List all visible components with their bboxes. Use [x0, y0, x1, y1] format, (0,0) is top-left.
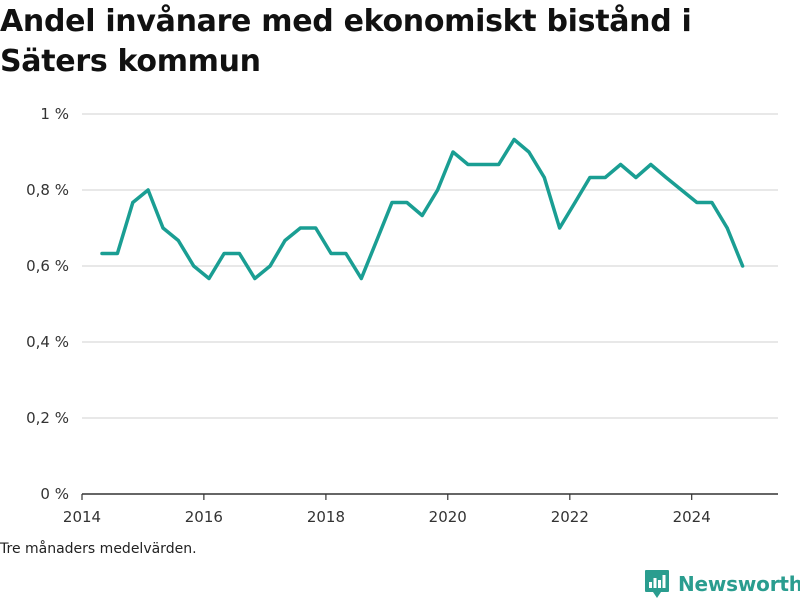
- footnote: Tre månaders medelvärden.: [0, 541, 197, 557]
- data-point: [466, 163, 470, 167]
- y-axis: 0 % 0,2 % 0,4 % 0,6 % 0,8 % 1 %: [26, 105, 69, 503]
- y-tick-label: 0,8 %: [26, 181, 69, 199]
- brand-name: Newsworthy: [678, 572, 800, 596]
- data-point: [375, 239, 379, 243]
- data-point: [176, 239, 180, 243]
- chart-title: Andel invånare med ekonomiskt bistånd i …: [0, 4, 692, 79]
- data-point: [283, 239, 287, 243]
- data-point: [680, 188, 684, 192]
- data-point: [253, 277, 257, 281]
- x-tick-label: 2020: [429, 508, 467, 526]
- x-tick-label: 2024: [673, 508, 711, 526]
- x-tick-label: 2018: [307, 508, 345, 526]
- data-point: [207, 277, 211, 281]
- data-point: [695, 201, 699, 205]
- newsworthy-logo-icon: [645, 570, 669, 598]
- brand-logo[interactable]: Newsworthy: [644, 569, 800, 599]
- x-tick-label: 2022: [551, 508, 589, 526]
- data-point: [237, 251, 241, 255]
- data-point: [268, 264, 272, 268]
- data-point: [497, 163, 501, 167]
- data-point: [329, 251, 333, 255]
- data-point: [481, 163, 485, 167]
- data-point: [527, 150, 531, 154]
- x-tick-label: 2014: [63, 508, 101, 526]
- data-point: [725, 226, 729, 230]
- data-point: [420, 213, 424, 217]
- data-point: [192, 264, 196, 268]
- data-point: [298, 226, 302, 230]
- y-tick-label: 0,6 %: [26, 257, 69, 275]
- data-point: [451, 150, 455, 154]
- series-line: [100, 137, 745, 281]
- data-point: [542, 175, 546, 179]
- data-point: [664, 175, 668, 179]
- data-point: [512, 137, 516, 141]
- data-point: [405, 201, 409, 205]
- data-point: [390, 201, 394, 205]
- data-point: [634, 175, 638, 179]
- data-point: [710, 201, 714, 205]
- data-point: [146, 188, 150, 192]
- data-point: [573, 201, 577, 205]
- data-point: [558, 226, 562, 230]
- data-point: [649, 163, 653, 167]
- y-tick-label: 0 %: [40, 485, 69, 503]
- data-point: [588, 175, 592, 179]
- y-tick-label: 0,4 %: [26, 333, 69, 351]
- data-point: [619, 163, 623, 167]
- data-point: [161, 226, 165, 230]
- data-point: [314, 226, 318, 230]
- y-tick-label: 0,2 %: [26, 409, 69, 427]
- data-point: [100, 251, 104, 255]
- x-axis: 2014 2016 2018 2020 2022 2024: [63, 493, 778, 526]
- data-point: [741, 264, 745, 268]
- data-point: [115, 251, 119, 255]
- x-tick-label: 2016: [185, 508, 223, 526]
- data-point: [344, 251, 348, 255]
- data-point: [222, 251, 226, 255]
- data-point: [359, 277, 363, 281]
- series-group: [100, 137, 745, 281]
- data-point: [436, 188, 440, 192]
- data-point: [603, 175, 607, 179]
- gridlines: [82, 113, 778, 419]
- data-point: [131, 201, 135, 205]
- y-tick-label: 1 %: [40, 105, 69, 123]
